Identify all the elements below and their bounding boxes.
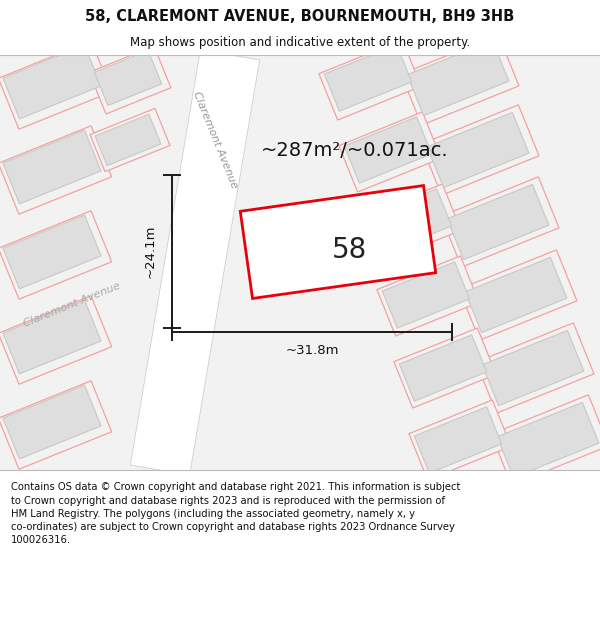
Polygon shape [359, 184, 461, 264]
Polygon shape [0, 381, 112, 469]
Polygon shape [94, 51, 161, 106]
Polygon shape [415, 407, 502, 473]
Polygon shape [401, 35, 519, 125]
Polygon shape [319, 40, 421, 120]
Polygon shape [89, 46, 171, 114]
Polygon shape [364, 189, 452, 255]
Text: ~287m²/~0.071ac.: ~287m²/~0.071ac. [261, 141, 449, 159]
Polygon shape [482, 331, 584, 406]
Polygon shape [0, 296, 112, 384]
Polygon shape [447, 184, 549, 259]
Polygon shape [325, 45, 412, 111]
Polygon shape [497, 402, 599, 478]
Polygon shape [90, 108, 170, 172]
Polygon shape [465, 258, 567, 332]
Polygon shape [394, 328, 496, 408]
Polygon shape [130, 50, 260, 475]
Polygon shape [421, 105, 539, 195]
Polygon shape [382, 262, 470, 328]
Polygon shape [0, 41, 112, 129]
Text: 58, CLAREMONT AVENUE, BOURNEMOUTH, BH9 3HB: 58, CLAREMONT AVENUE, BOURNEMOUTH, BH9 3… [85, 9, 515, 24]
Text: ~24.1m: ~24.1m [143, 225, 157, 278]
Polygon shape [344, 117, 431, 183]
Polygon shape [409, 400, 511, 480]
Text: Claremont Avenue: Claremont Avenue [22, 281, 122, 329]
Polygon shape [3, 45, 101, 119]
Polygon shape [400, 335, 487, 401]
Text: 58: 58 [332, 236, 368, 264]
Polygon shape [95, 114, 161, 166]
Text: ~31.8m: ~31.8m [285, 344, 339, 356]
Polygon shape [476, 323, 594, 413]
Polygon shape [339, 112, 441, 192]
Text: Claremont Avenue: Claremont Avenue [191, 90, 239, 190]
Polygon shape [130, 50, 260, 475]
Polygon shape [377, 256, 479, 336]
Polygon shape [491, 395, 600, 485]
Polygon shape [0, 211, 112, 299]
Text: Map shows position and indicative extent of the property.: Map shows position and indicative extent… [130, 36, 470, 49]
Text: Contains OS data © Crown copyright and database right 2021. This information is : Contains OS data © Crown copyright and d… [11, 482, 460, 545]
Polygon shape [3, 300, 101, 374]
Polygon shape [3, 385, 101, 459]
Polygon shape [407, 41, 509, 116]
Polygon shape [240, 186, 436, 299]
Polygon shape [3, 215, 101, 289]
Polygon shape [0, 126, 112, 214]
Polygon shape [459, 250, 577, 340]
Polygon shape [427, 112, 529, 188]
Polygon shape [441, 177, 559, 267]
Polygon shape [3, 130, 101, 204]
